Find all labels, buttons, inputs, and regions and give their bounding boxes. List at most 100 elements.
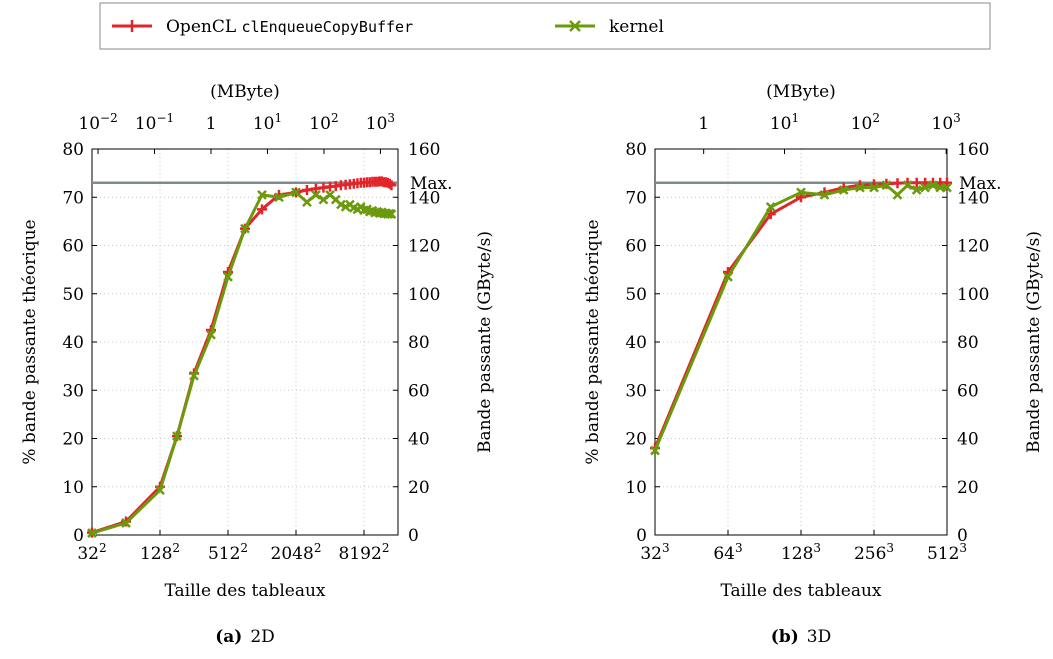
x-top-tick-label-base: 10 (366, 114, 388, 134)
y-tick-label: 0 (636, 526, 647, 546)
subfigure-caption-text: 2D (250, 627, 274, 647)
x-top-tick-label: 1 (206, 114, 217, 134)
x-tick-label-base: 2048 (271, 544, 314, 564)
data-point (911, 185, 922, 195)
y-axis-title: % bande passante théorique (20, 219, 40, 464)
series-line (653, 181, 947, 449)
x-tick-label-base: 128 (781, 544, 813, 564)
data-point (301, 185, 312, 196)
legend-label-opencl: OpenCL clEnqueueCopyBuffer (166, 17, 413, 37)
y-right-axis-title: Bande passante (GByte/s) (475, 231, 495, 453)
data-point (902, 180, 913, 191)
data-point (274, 192, 284, 203)
y-tick-label: 50 (625, 285, 647, 305)
series-opencl (650, 177, 952, 454)
y-tick-label: 30 (625, 381, 647, 401)
x-tick-label-exp: 2 (382, 541, 390, 555)
x-tick-label-base: 64 (713, 544, 735, 564)
cross-marker-icon (569, 20, 581, 32)
y-right-tick-label: 40 (957, 430, 979, 450)
data-point (121, 518, 131, 528)
data-point (796, 187, 806, 198)
data-point (892, 178, 903, 189)
legend-label-kernel: kernel (609, 17, 664, 37)
x-top-tick-label-base: 10 (253, 114, 275, 134)
data-point (302, 197, 312, 207)
series-kernel (87, 187, 397, 538)
subfigure-caption-tag: (b) (771, 627, 799, 647)
legend-frame (99, 2, 991, 50)
data-point (172, 431, 182, 441)
data-point (257, 204, 267, 215)
x-tick-label-base: 32 (77, 544, 99, 564)
data-point (892, 189, 903, 200)
y-tick-label: 20 (62, 430, 84, 450)
x-top-tick-label-exp: −2 (100, 111, 118, 125)
y-right-tick-label: 0 (957, 526, 968, 546)
x-top-tick-label: 1 (698, 114, 709, 134)
y-axis-title: % bande passante théorique (583, 219, 603, 464)
x-top-tick-label: 102 (309, 111, 338, 134)
x-top-tick-label: 101 (770, 111, 799, 134)
subfigure-caption-tag: (a) (215, 627, 242, 647)
x-tick-label-base: 32 (640, 544, 662, 564)
y-right-tick-label: 140 (957, 188, 989, 208)
series-line (91, 190, 392, 535)
y-tick-label: 20 (625, 430, 647, 450)
y-tick-label: 70 (625, 188, 647, 208)
y-tick-label: 60 (625, 237, 647, 257)
series-line (653, 183, 947, 452)
y-right-tick-label: 120 (957, 237, 989, 257)
chart-panel-3d: Max. 0 10 20 30 40 50 60 70 80 0 20 40 60 80 100 120 140 1… (583, 82, 1044, 647)
x-tick-label-exp: 2 (240, 541, 248, 555)
y-right-tick-label: 160 (408, 140, 440, 160)
x-top-tick-label-exp: 3 (387, 111, 395, 125)
x-tick-label: 5122 (208, 541, 248, 564)
x-top-tick-label-exp: 2 (331, 111, 339, 125)
series-kernel (650, 180, 952, 456)
x-tick-label-exp: 3 (813, 541, 821, 555)
x-top-tick-label-base: 10 (851, 114, 873, 134)
data-point (765, 202, 776, 212)
x-top-tick-label-base: 10 (932, 114, 954, 134)
y-right-tick-label: 0 (408, 526, 419, 546)
x-top-tick-label: 10−1 (135, 111, 174, 134)
y-right-tick-label: 120 (408, 237, 440, 257)
x-top-tick-label-base: 10 (78, 114, 100, 134)
x-tick-label: 643 (713, 541, 742, 564)
data-point (928, 180, 938, 191)
y-right-tick-label: 20 (408, 478, 430, 498)
y-tick-label: 10 (62, 478, 84, 498)
y-right-tick-label: 140 (408, 188, 440, 208)
x-top-tick-label-base: 10 (770, 114, 792, 134)
x-top-tick-label: 103 (932, 111, 961, 134)
legend: OpenCL clEnqueueCopyBuffer kernel (99, 2, 991, 50)
subfigure-caption-text: 3D (807, 627, 831, 647)
y-tick-label: 80 (625, 140, 647, 160)
x-tick-label: 323 (640, 541, 669, 564)
x-tick-label-exp: 2 (314, 541, 322, 555)
y-right-tick-label: 100 (957, 285, 989, 305)
data-point (223, 271, 233, 282)
x-axis-title: Taille des tableaux (720, 581, 881, 601)
legend-entry-opencl: OpenCL clEnqueueCopyBuffer (112, 17, 413, 37)
y-right-tick-label: 20 (957, 478, 979, 498)
data-point (386, 209, 397, 220)
y-right-tick-label: 60 (408, 381, 430, 401)
plus-marker-icon (126, 20, 138, 32)
x-top-tick-label: 102 (851, 111, 880, 134)
data-point (291, 187, 301, 198)
x-axis-title: Taille des tableaux (164, 581, 325, 601)
y-tick-label: 40 (62, 333, 84, 353)
x-top-tick-label-exp: 1 (274, 111, 282, 125)
x-tick-label-base: 512 (927, 544, 959, 564)
x-tick-label: 322 (77, 541, 106, 564)
y-tick-label: 10 (625, 478, 647, 498)
data-point (384, 178, 395, 189)
x-tick-label: 2563 (854, 541, 894, 564)
y-tick-label: 60 (62, 237, 84, 257)
data-point (869, 182, 879, 193)
x-tick-label-exp: 3 (959, 541, 967, 555)
x-top-tick-label-exp: −1 (156, 111, 174, 125)
